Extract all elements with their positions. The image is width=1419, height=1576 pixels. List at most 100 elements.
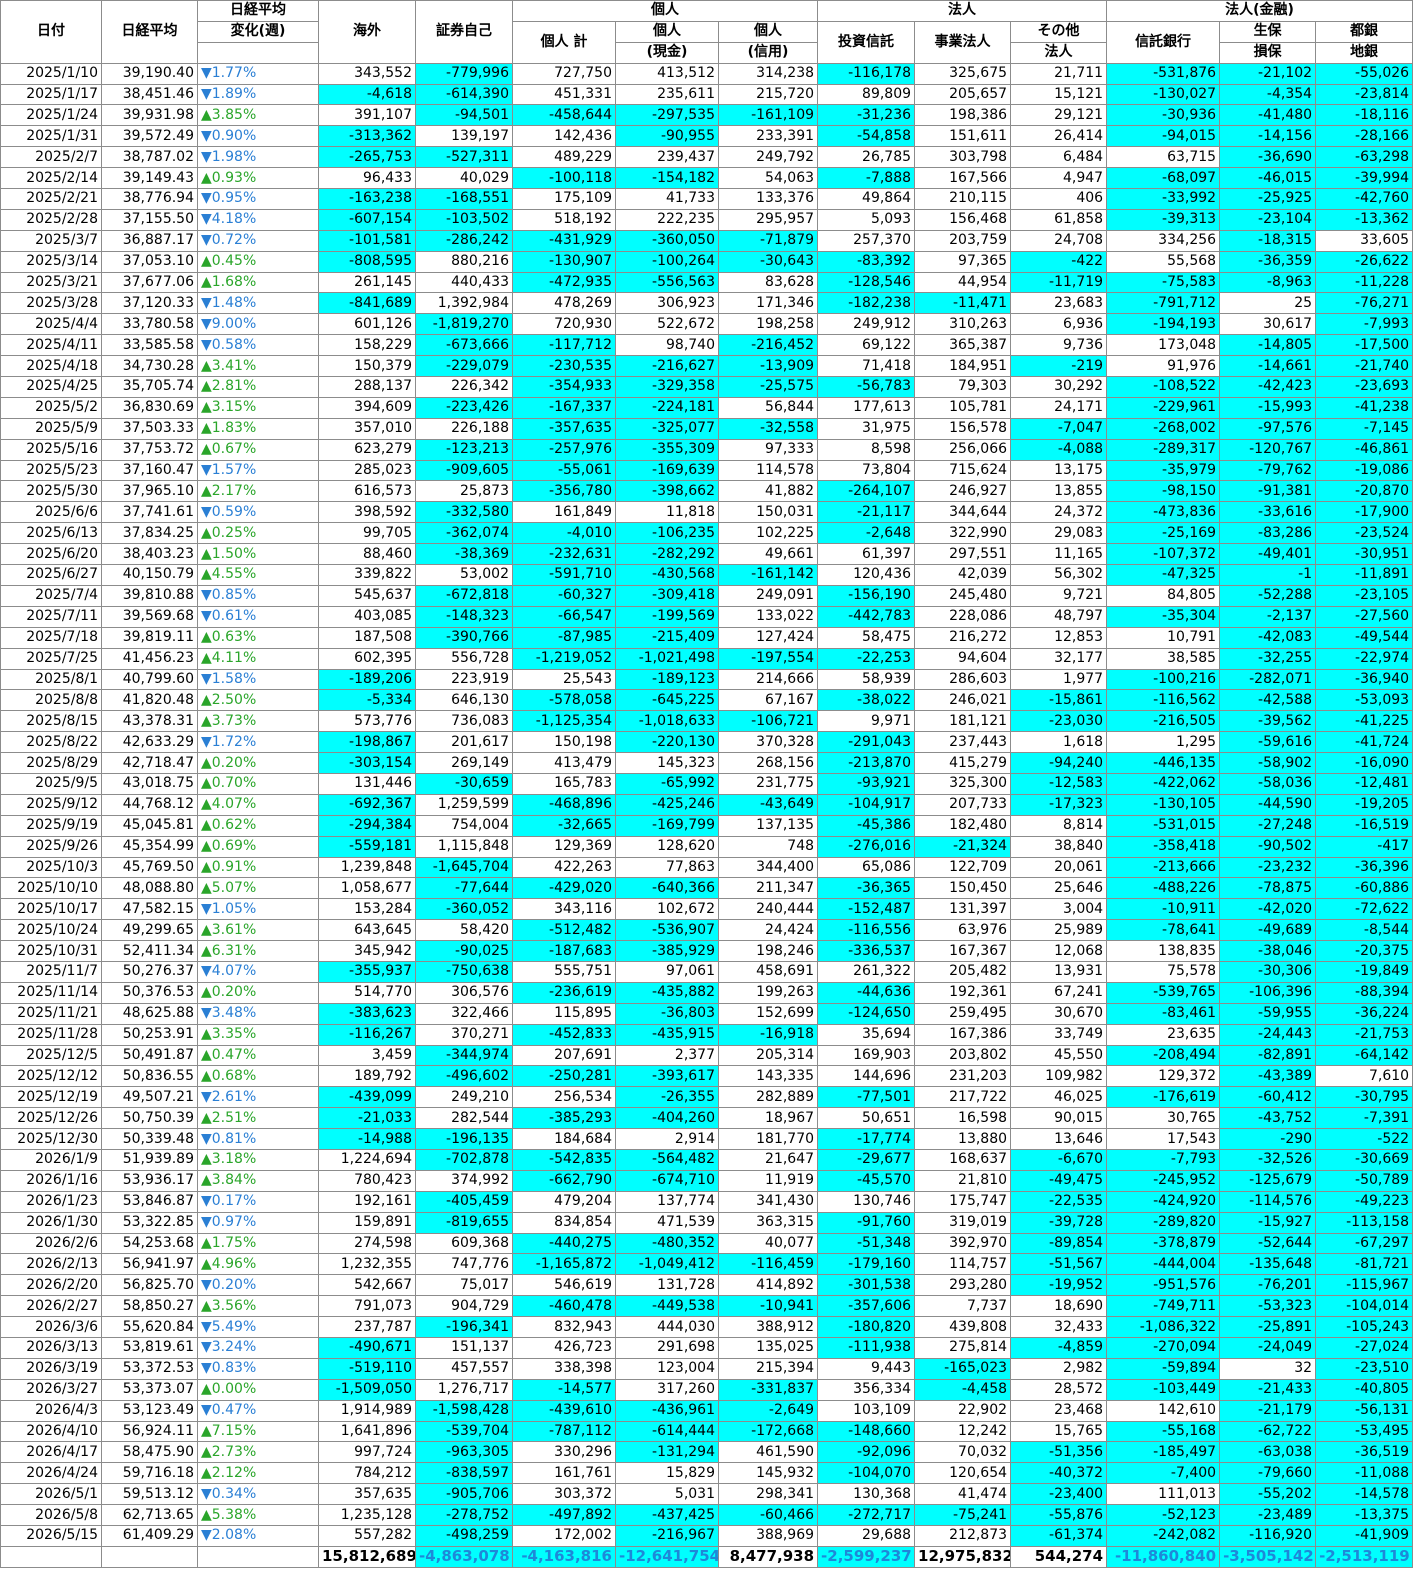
nikkei-cell: 50,253.91	[101, 1023, 198, 1046]
header-cell: 海外	[318, 0, 416, 64]
change-cell: ▲2.50%	[197, 689, 319, 712]
value-cell: 1,295	[1106, 731, 1221, 754]
value-cell: -21,433	[1219, 1378, 1317, 1401]
value-cell: 288,137	[318, 376, 416, 398]
value-cell: -46,861	[1315, 438, 1414, 461]
table-row: 2025/4/18 34,730.28 ▲3.41% 150,379 -229,079-…	[0, 355, 1414, 378]
value-cell: -52,123	[1106, 1504, 1221, 1527]
value-cell: -43,752	[1219, 1107, 1317, 1130]
value-cell: 91,976	[1106, 355, 1221, 378]
value-cell: -25,575	[717, 376, 819, 398]
header-cell: 事業法人	[914, 20, 1012, 64]
value-cell: -167,337	[512, 396, 616, 419]
value-cell: 291,698	[615, 1337, 719, 1359]
value-cell: -78,875	[1219, 877, 1317, 900]
value-cell: 9,736	[1010, 334, 1108, 357]
value-cell: -488,226	[1106, 877, 1221, 900]
date-cell: 2026/5/8	[0, 1504, 102, 1527]
value-cell: -640,366	[615, 877, 719, 900]
value-cell: -23,510	[1315, 1357, 1414, 1380]
value-cell: 1,641,896	[318, 1420, 416, 1443]
value-cell: 314,238	[717, 62, 819, 85]
value-cell: -23,524	[1315, 522, 1414, 545]
value-cell: 458,691	[717, 960, 819, 983]
value-cell: -35,979	[1106, 459, 1221, 482]
table-row: 2026/2/20 56,825.70 ▼0.20% 542,667 75,017 546…	[0, 1274, 1414, 1297]
change-cell: ▲1.83%	[197, 417, 319, 440]
total-row: 15,812,689 -4,863,078 -4,163,816 -12,641,75…	[0, 1545, 1414, 1568]
nikkei-cell: 40,150.79	[101, 564, 198, 586]
value-cell: -278,752	[415, 1504, 513, 1527]
value-cell: -165,023	[914, 1357, 1012, 1380]
value-cell: 646,130	[415, 689, 513, 712]
value-cell: -14,988	[318, 1128, 416, 1150]
change-cell: ▲1.68%	[197, 271, 319, 294]
value-cell: -4,618	[318, 83, 416, 106]
value-cell: -154,182	[615, 167, 719, 190]
value-cell: 3,459	[318, 1044, 416, 1067]
value-cell: -36,803	[615, 1002, 719, 1025]
date-cell: 2025/8/29	[0, 752, 102, 774]
value-cell: 249,091	[717, 584, 819, 607]
value-cell: -43,649	[717, 793, 819, 816]
value-cell: -522	[1315, 1128, 1414, 1150]
date-cell: 2026/1/16	[0, 1169, 102, 1192]
date-cell: 2026/3/19	[0, 1357, 102, 1380]
value-cell: -1,021,498	[615, 647, 719, 670]
change-cell: ▼1.48%	[197, 292, 319, 315]
value-cell: 24,372	[1010, 501, 1108, 524]
value-cell: -28,166	[1315, 125, 1414, 148]
value-cell: 7,737	[914, 1295, 1012, 1318]
nikkei-cell: 58,850.27	[101, 1295, 198, 1318]
value-cell: 370,271	[415, 1023, 513, 1046]
value-cell: -29,677	[817, 1148, 916, 1171]
table-row: 2026/4/3 53,123.49 ▼0.47% 1,914,989 -1,598,4…	[0, 1399, 1414, 1422]
value-cell: -41,724	[1315, 731, 1414, 754]
date-cell: 2025/11/28	[0, 1023, 102, 1046]
value-cell: -116,459	[717, 1253, 819, 1276]
date-cell: 2025/10/3	[0, 856, 102, 879]
value-cell: 49,661	[717, 543, 819, 566]
date-cell: 2025/2/14	[0, 167, 102, 190]
value-cell: 403,085	[318, 605, 416, 628]
change-cell: ▲2.17%	[197, 480, 319, 503]
nikkei-cell: 37,160.47	[101, 459, 198, 482]
change-cell: ▼0.58%	[197, 334, 319, 357]
date-cell: 2026/2/20	[0, 1274, 102, 1297]
value-cell: -43,389	[1219, 1065, 1317, 1088]
value-cell: 41,882	[717, 480, 819, 503]
value-cell: -172,668	[717, 1420, 819, 1443]
value-cell: 602,395	[318, 647, 416, 670]
value-cell: -161,142	[717, 564, 819, 586]
change-cell: ▼1.58%	[197, 668, 319, 691]
total-cell: -4,163,816	[512, 1545, 616, 1568]
value-cell: 727,750	[512, 62, 616, 85]
value-cell: 38,585	[1106, 647, 1221, 670]
value-cell: -103,449	[1106, 1378, 1221, 1401]
value-cell: -16,090	[1315, 752, 1414, 774]
value-cell: -336,537	[817, 940, 916, 962]
change-cell: ▼0.83%	[197, 1357, 319, 1380]
date-cell: 2025/8/15	[0, 710, 102, 733]
table-row: 2025/7/11 39,569.68 ▼0.61% 403,085 -148,323-…	[0, 605, 1414, 628]
value-cell: -662,790	[512, 1169, 616, 1192]
value-cell: -94,501	[415, 104, 513, 127]
value-cell: 88,460	[318, 543, 416, 566]
nikkei-cell: 50,836.55	[101, 1065, 198, 1088]
value-cell: -11,891	[1315, 564, 1414, 586]
value-cell: 12,242	[914, 1420, 1012, 1443]
date-cell: 2025/10/10	[0, 877, 102, 900]
value-cell: -1,509,050	[318, 1378, 416, 1401]
value-cell: -216,627	[615, 355, 719, 378]
nikkei-cell: 38,787.02	[101, 146, 198, 169]
value-cell: 440,433	[415, 271, 513, 294]
change-cell: ▲1.50%	[197, 543, 319, 566]
date-cell: 2026/4/10	[0, 1420, 102, 1443]
value-cell: -36,940	[1315, 668, 1414, 691]
value-cell: 63,976	[914, 919, 1012, 942]
change-cell: ▼4.18%	[197, 208, 319, 231]
change-cell: ▲3.15%	[197, 396, 319, 419]
value-cell: -55,061	[512, 459, 616, 482]
change-cell: ▲0.91%	[197, 856, 319, 879]
value-cell: -10,911	[1106, 898, 1221, 921]
